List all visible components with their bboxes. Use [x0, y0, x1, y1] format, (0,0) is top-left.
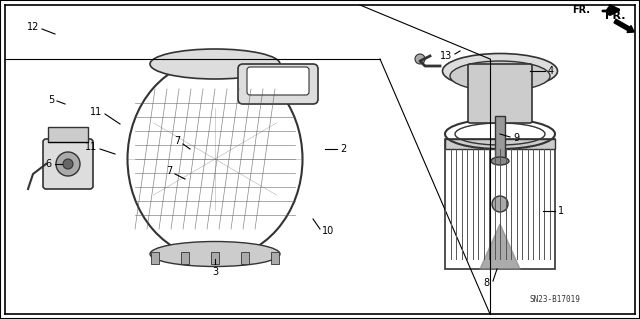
Text: 11: 11: [84, 142, 97, 152]
Ellipse shape: [450, 61, 550, 91]
Text: 7: 7: [166, 166, 172, 176]
Text: FR.: FR.: [572, 5, 590, 15]
Text: 12: 12: [27, 22, 39, 32]
Text: 11: 11: [90, 107, 102, 117]
Bar: [445, 139, 555, 149]
Bar: [241, 252, 249, 264]
Bar: [495, 116, 505, 161]
Text: 8: 8: [484, 278, 490, 288]
FancyBboxPatch shape: [247, 67, 309, 95]
Text: 1: 1: [558, 206, 564, 216]
Ellipse shape: [491, 157, 509, 165]
Text: 4: 4: [548, 66, 554, 76]
Circle shape: [56, 152, 80, 176]
Bar: [151, 252, 159, 264]
Bar: [48, 127, 88, 142]
Text: 6: 6: [46, 159, 52, 169]
Ellipse shape: [442, 54, 557, 88]
FancyBboxPatch shape: [43, 139, 93, 189]
FancyBboxPatch shape: [238, 64, 318, 104]
Polygon shape: [480, 224, 520, 269]
Text: 13: 13: [440, 51, 452, 61]
Bar: [445, 139, 555, 269]
Bar: [211, 252, 219, 264]
Text: SN23-B17019: SN23-B17019: [529, 295, 580, 304]
Bar: [271, 252, 279, 264]
Text: 7: 7: [173, 136, 180, 146]
Text: 10: 10: [322, 226, 334, 236]
Text: FR.: FR.: [605, 11, 625, 21]
Text: 9: 9: [513, 133, 519, 143]
Circle shape: [415, 54, 425, 64]
Ellipse shape: [150, 49, 280, 79]
Ellipse shape: [150, 241, 280, 266]
Circle shape: [63, 159, 73, 169]
FancyArrow shape: [614, 19, 634, 33]
Bar: [181, 252, 189, 264]
FancyBboxPatch shape: [468, 64, 532, 123]
Text: 5: 5: [48, 95, 54, 105]
Text: 3: 3: [212, 267, 218, 277]
Text: 2: 2: [340, 144, 346, 154]
Circle shape: [492, 196, 508, 212]
